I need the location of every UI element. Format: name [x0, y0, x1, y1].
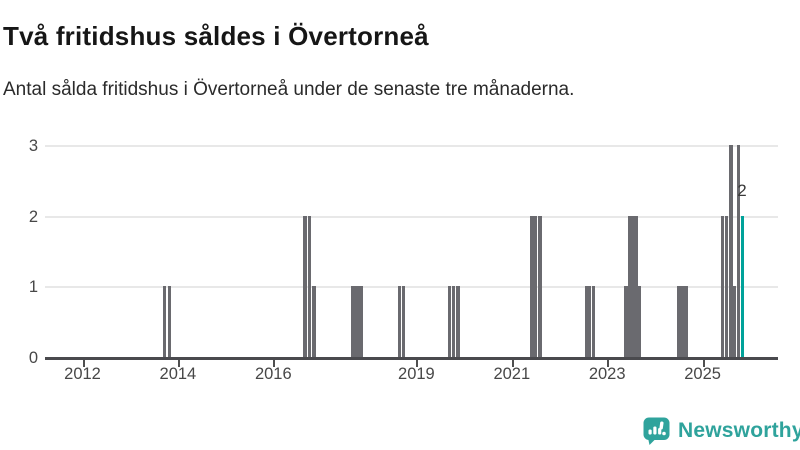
bar [588, 286, 592, 357]
y-axis-tick-label: 1 [28, 278, 38, 297]
gridline [45, 215, 778, 218]
bar [538, 215, 543, 357]
bar [168, 286, 172, 357]
x-axis-tick-label: 2025 [684, 365, 721, 383]
bar [312, 286, 316, 357]
bar [452, 286, 456, 357]
x-axis-tick-label: 2012 [64, 365, 101, 383]
brand-name: Newsworthy [678, 419, 800, 442]
x-axis-tick [82, 360, 85, 367]
bar [638, 286, 642, 357]
x-axis-tick [511, 360, 514, 367]
bar [676, 286, 689, 357]
y-axis-tick-label: 0 [28, 349, 38, 367]
newsworthy-logo: Newsworthy [643, 417, 800, 445]
bar [448, 286, 452, 357]
x-axis-line [45, 357, 778, 360]
bar [624, 286, 629, 357]
x-axis-tick [702, 360, 705, 367]
plot-area: 0 1 2 3 2012 2014 2016 2019 2021 2023 2025 [0, 115, 800, 415]
bar-value-annotation: 2 [737, 181, 747, 200]
bar-chart: 0 1 2 3 2012 2014 2016 2019 2021 2023 2025 2 [0, 115, 800, 415]
bar [456, 286, 460, 357]
x-axis-tick-label: 2014 [159, 365, 197, 383]
gridline [45, 286, 778, 289]
bar [530, 215, 537, 357]
x-axis-tick [416, 360, 419, 367]
bar [307, 215, 312, 357]
bar [736, 144, 741, 357]
bar [584, 286, 588, 357]
bar [628, 215, 639, 357]
bar [733, 286, 736, 357]
bar [728, 144, 733, 357]
x-axis-tick-label: 2023 [588, 365, 626, 383]
bar [720, 215, 724, 357]
bar [163, 286, 167, 357]
x-axis-tick-label: 2019 [398, 365, 435, 383]
bar [724, 215, 728, 357]
x-axis-tick-label: 2016 [254, 365, 292, 383]
x-axis-tick [607, 360, 610, 367]
page-title: Två fritidshus såldes i Övertorneå [3, 21, 429, 52]
bar [350, 286, 363, 357]
bar-highlighted [741, 215, 745, 357]
bar [402, 286, 406, 357]
bar [592, 286, 595, 357]
y-axis-tick-label: 2 [28, 207, 38, 226]
x-axis-tick [177, 360, 180, 367]
bar-chart-pin-icon [643, 417, 670, 445]
x-axis-tick [273, 360, 276, 367]
bar [303, 215, 307, 357]
bar [398, 286, 402, 357]
gridline [45, 144, 778, 147]
y-axis-tick-label: 3 [28, 136, 38, 155]
chart-subtitle: Antal sålda fritidshus i Övertorneå unde… [3, 79, 575, 100]
x-axis-tick-label: 2021 [493, 365, 531, 383]
